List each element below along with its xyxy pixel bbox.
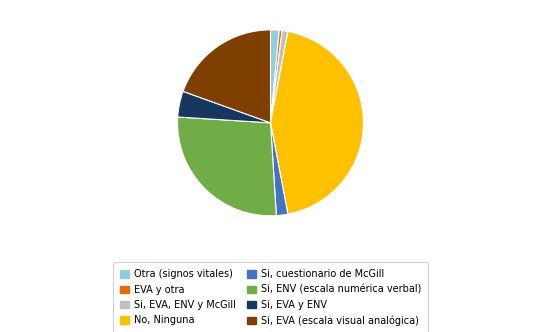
Wedge shape	[270, 123, 288, 215]
Wedge shape	[178, 91, 270, 123]
Wedge shape	[183, 30, 270, 123]
Wedge shape	[270, 32, 364, 214]
Legend: Otra (signos vitales), EVA y otra, Si, EVA, ENV y McGill, No, Ninguna, Si, cuest: Otra (signos vitales), EVA y otra, Si, E…	[113, 263, 428, 332]
Wedge shape	[270, 30, 282, 123]
Wedge shape	[177, 117, 276, 216]
Wedge shape	[270, 30, 279, 123]
Wedge shape	[270, 31, 288, 123]
